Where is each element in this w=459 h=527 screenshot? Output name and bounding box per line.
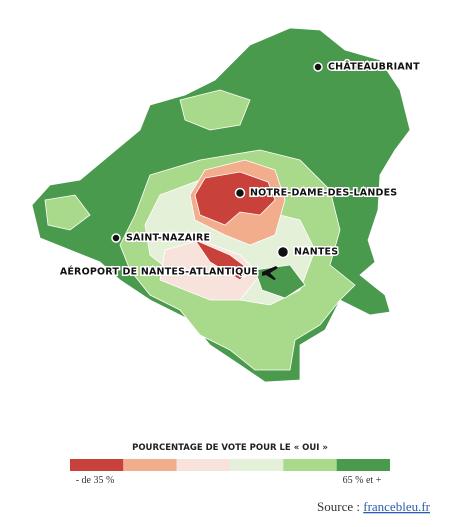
place-label: SAINT-NAZAIRE (126, 233, 210, 244)
place-label: AÉROPORT DE NANTES-ATLANTIQUE (60, 266, 258, 278)
legend-swatch (230, 459, 284, 471)
place-label: CHÂTEAUBRIANT (328, 61, 420, 73)
place-markers (111, 62, 323, 259)
source: Source : francebleu.fr (317, 499, 431, 514)
legend-swatch (283, 459, 337, 471)
legend-swatch (70, 459, 124, 471)
place-label: NOTRE-DAME-DES-LANDES (250, 188, 397, 199)
marker (313, 62, 323, 72)
source-link[interactable]: francebleu.fr (363, 499, 430, 514)
place-label: NANTES (294, 247, 338, 258)
legend-max-label: 65 % et + (343, 475, 382, 486)
legend-title: POURCENTAGE DE VOTE POUR LE « OUI » (132, 443, 328, 453)
legend-swatch (176, 459, 230, 471)
marker (234, 187, 246, 199)
source-prefix: Source : (317, 499, 360, 514)
legend-swatch (336, 459, 390, 471)
legend-swatch (123, 459, 177, 471)
legend-min-label: - de 35 % (76, 475, 115, 486)
marker (276, 245, 290, 259)
department-shape (31, 27, 411, 383)
airplane-icon (262, 266, 278, 280)
marker (111, 233, 121, 243)
legend-scale (70, 459, 390, 471)
